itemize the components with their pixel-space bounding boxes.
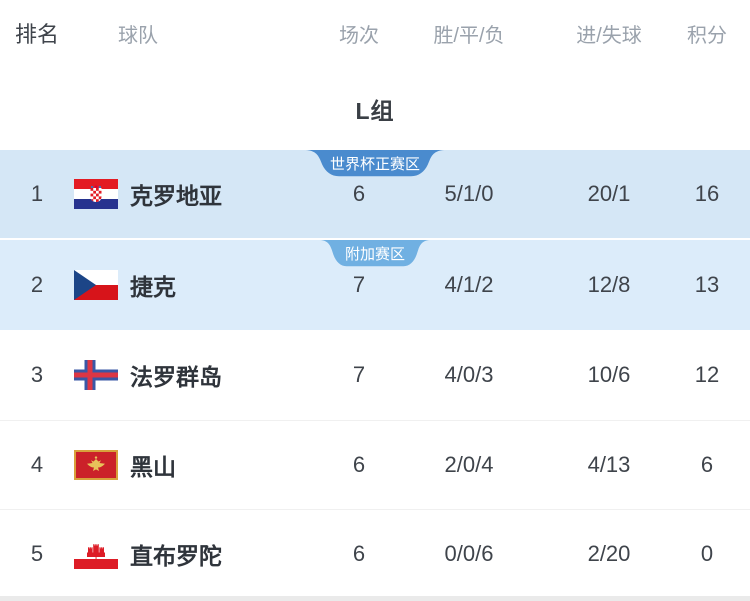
gibraltar-flag-icon bbox=[74, 539, 118, 569]
czech-flag-icon bbox=[74, 270, 118, 300]
points-cell: 16 bbox=[694, 181, 720, 206]
column-header-wdl: 胜/平/负 bbox=[433, 24, 505, 47]
points-cell: 0 bbox=[700, 541, 714, 566]
rank-cell: 5 bbox=[30, 541, 44, 566]
column-header-points: 积分 bbox=[687, 24, 727, 47]
goals-cell: 2/20 bbox=[587, 541, 631, 566]
points-cell: 13 bbox=[694, 272, 720, 297]
ribbon-badge-shape-icon bbox=[318, 240, 432, 267]
badge-label: 世界杯正赛区 bbox=[329, 155, 421, 173]
rank-cell: 3 bbox=[30, 362, 44, 387]
team-name: 法罗群岛 bbox=[130, 364, 222, 390]
table-header: 排名 球队 场次 胜/平/负 进/失球 积分 bbox=[0, 0, 750, 56]
group-title-bar: L组 bbox=[0, 56, 750, 150]
table-row-montenegro[interactable]: 4 黑山 6 2/0/4 4/13 6 bbox=[0, 420, 750, 509]
team-cell: 捷克 bbox=[74, 268, 324, 302]
wdl-cell: 4/0/3 bbox=[444, 362, 494, 387]
played-cell: 6 bbox=[352, 181, 366, 206]
table-row-gibraltar[interactable]: 5 直布罗陀 6 0/0/6 2/20 0 bbox=[0, 509, 750, 598]
rank-cell: 2 bbox=[30, 272, 44, 297]
montenegro-flag-icon bbox=[74, 450, 118, 480]
playoff-zone-badge: 附加赛区 bbox=[318, 240, 432, 269]
bottom-divider bbox=[0, 596, 750, 601]
rank-cell: 4 bbox=[30, 452, 44, 477]
goals-cell: 20/1 bbox=[587, 181, 631, 206]
column-header-goals: 进/失球 bbox=[576, 24, 642, 47]
wdl-cell: 0/0/6 bbox=[444, 541, 494, 566]
team-cell: 法罗群岛 bbox=[74, 358, 324, 392]
played-cell: 7 bbox=[352, 272, 366, 297]
table-row-faroe-islands[interactable]: 3 法罗群岛 7 4/0/3 10/6 12 bbox=[0, 330, 750, 420]
column-header-played: 场次 bbox=[339, 24, 379, 47]
team-cell: 直布罗陀 bbox=[74, 537, 324, 571]
team-cell: 克罗地亚 bbox=[74, 177, 324, 211]
goals-cell: 10/6 bbox=[587, 362, 631, 387]
group-title: L组 bbox=[355, 98, 395, 124]
faroe-islands-flag-icon bbox=[74, 360, 118, 390]
team-name: 克罗地亚 bbox=[130, 183, 222, 209]
wdl-cell: 5/1/0 bbox=[444, 181, 494, 206]
team-name: 黑山 bbox=[130, 454, 176, 480]
played-cell: 7 bbox=[352, 362, 366, 387]
wdl-cell: 4/1/2 bbox=[444, 272, 494, 297]
croatia-flag-icon bbox=[74, 179, 118, 209]
ribbon-badge-shape-icon bbox=[303, 150, 447, 177]
points-cell: 6 bbox=[700, 452, 714, 477]
world-cup-zone-badge: 世界杯正赛区 bbox=[303, 150, 447, 179]
played-cell: 6 bbox=[352, 541, 366, 566]
team-name: 直布罗陀 bbox=[130, 543, 222, 569]
badge-label: 附加赛区 bbox=[344, 245, 406, 263]
team-name: 捷克 bbox=[130, 274, 176, 300]
goals-cell: 12/8 bbox=[587, 272, 631, 297]
rank-cell: 1 bbox=[30, 181, 44, 206]
wdl-cell: 2/0/4 bbox=[444, 452, 494, 477]
points-cell: 12 bbox=[694, 362, 720, 387]
team-cell: 黑山 bbox=[74, 448, 324, 482]
goals-cell: 4/13 bbox=[587, 452, 631, 477]
column-header-rank: 排名 bbox=[14, 22, 59, 47]
table-row-croatia[interactable]: 世界杯正赛区 1 bbox=[0, 150, 750, 238]
column-header-team: 球队 bbox=[118, 24, 158, 47]
played-cell: 6 bbox=[352, 452, 366, 477]
table-row-czech[interactable]: 附加赛区 2 捷克 7 4/1/2 12/8 13 bbox=[0, 240, 750, 330]
